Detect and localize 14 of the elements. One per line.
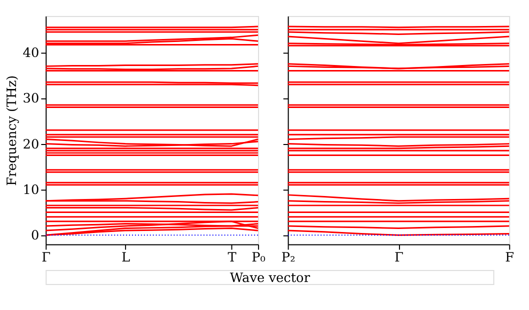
- y-tick-label: 20: [22, 137, 40, 152]
- x-tick-label: L: [122, 250, 131, 266]
- y-tick-label: 0: [31, 228, 40, 244]
- y-axis-title: Frequency (THz): [4, 75, 20, 186]
- y-tick-label: 10: [22, 182, 40, 198]
- x-tick-label: T: [228, 250, 237, 266]
- x-tick-label: Γ: [42, 250, 51, 266]
- y-tick-label: 40: [22, 46, 40, 61]
- x-tick-label: Γ: [394, 250, 404, 266]
- x-tick-label: P₂: [281, 250, 296, 266]
- y-tick-label: 30: [22, 92, 40, 107]
- x-tick-label: F: [505, 250, 514, 266]
- x-tick-label: P₀: [252, 250, 266, 266]
- x-axis-title: Wave vector: [230, 270, 311, 286]
